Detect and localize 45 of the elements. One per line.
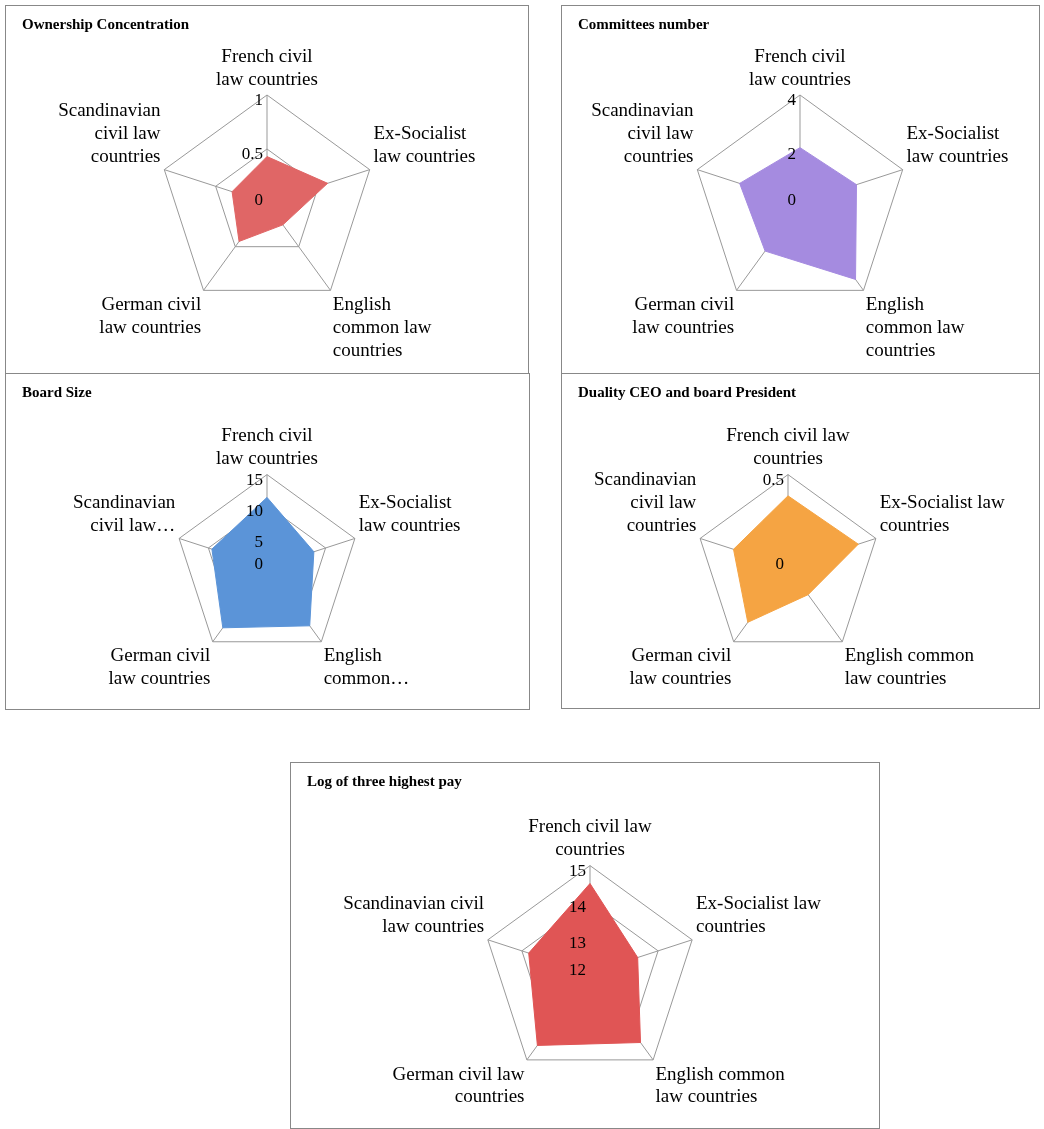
spoke-label: Ex-Socialist law countries (906, 122, 1009, 166)
y-tick-label: 0.5 (762, 470, 784, 490)
y-tick-label: 0 (775, 554, 784, 574)
spoke-label: Ex-Socialist law countries (358, 491, 461, 535)
spoke-label: Scandinavian civil law countries (58, 99, 161, 166)
spoke-label: English common law countries (655, 1062, 786, 1107)
y-tick-label: 14 (569, 896, 587, 916)
spoke-label: German civil law countries (632, 292, 735, 337)
spoke-label: French civil law countries (749, 44, 851, 89)
spoke-label: German civil law countries (108, 644, 211, 689)
y-tick-label: 15 (569, 861, 586, 881)
chart-title: Committees number (578, 16, 710, 33)
spoke-label: English common law countries (844, 644, 975, 689)
y-tick-label: 15 (246, 470, 263, 490)
spoke-label: Scandinavian civil law countries (593, 468, 697, 535)
chart-title: Board Size (22, 384, 92, 401)
spoke-label: Scandinavian civil law countries (343, 892, 485, 937)
spoke-label: French civil law countries (528, 815, 653, 860)
spoke-label: Scandinavian civil law countries (591, 99, 694, 166)
spoke-label: Ex-Socialist law countries (879, 491, 1006, 535)
y-tick-label: 0.5 (241, 144, 263, 164)
spoke-label: French civil law countries (216, 44, 318, 89)
y-tick-label: 0 (254, 554, 263, 574)
y-tick-label: 5 (254, 531, 263, 551)
y-tick-label: 13 (569, 932, 586, 952)
spoke-label: German civil law countries (392, 1062, 525, 1107)
y-tick-label: 1 (254, 90, 263, 110)
spoke-label: English common law countries (332, 292, 432, 360)
spoke-label: Scandinavian civil law… (72, 491, 176, 535)
spoke-label: English common law countries (865, 292, 965, 360)
spoke-label: German civil law countries (629, 644, 732, 689)
chart-title: Duality CEO and board President (578, 384, 797, 401)
spoke-label: Ex-Socialist law countries (695, 892, 822, 937)
y-tick-label: 0 (787, 190, 796, 210)
spoke-label: English common… (323, 644, 410, 689)
spoke-label: German civil law countries (99, 292, 202, 337)
spoke-label: Ex-Socialist law countries (373, 122, 476, 166)
y-tick-label: 0 (254, 190, 263, 210)
spoke-label: French civil law countries (726, 424, 851, 469)
spoke-label: French civil law countries (216, 424, 318, 469)
y-tick-label: 4 (787, 90, 797, 110)
y-tick-label: 2 (787, 144, 796, 164)
chart-title: Log of three highest pay (307, 773, 462, 790)
y-tick-label: 12 (569, 960, 586, 980)
chart-title: Ownership Concentration (22, 16, 190, 33)
